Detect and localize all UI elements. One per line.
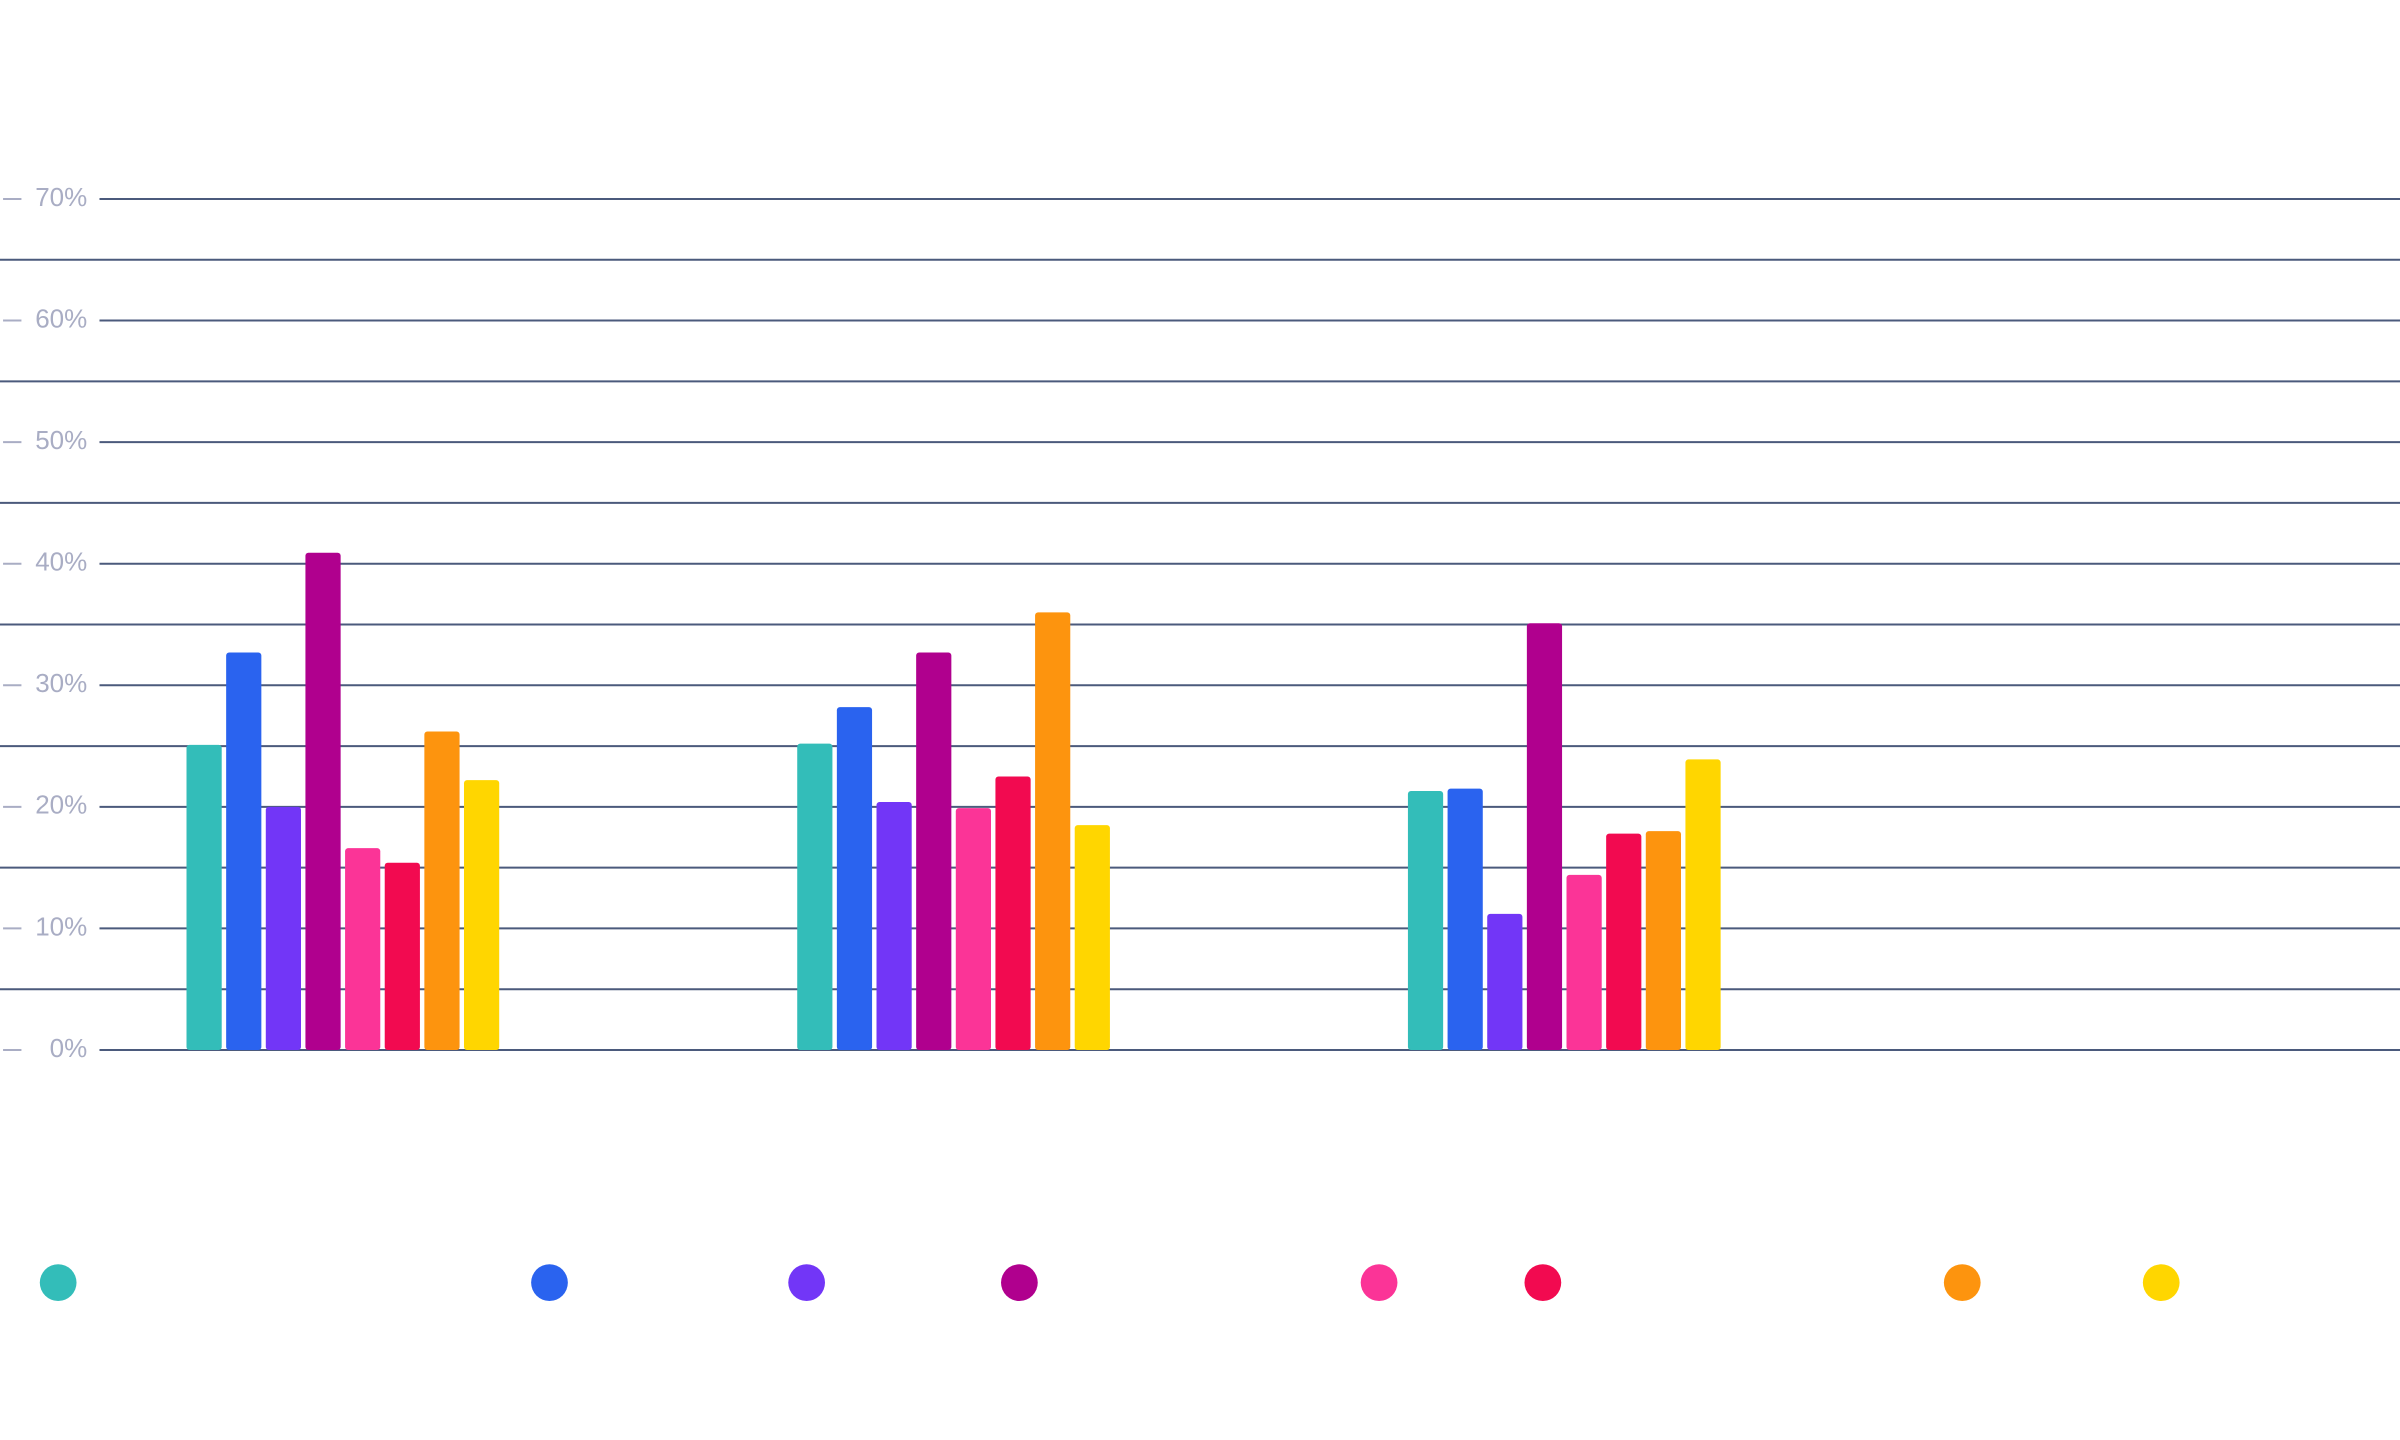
bar: [345, 848, 381, 1050]
bar: [836, 707, 873, 1050]
bar: [1035, 612, 1071, 1050]
y-tick-label: 40%: [35, 547, 87, 577]
bar: [186, 744, 222, 1050]
y-tick-label: 70%: [35, 182, 87, 212]
y-tick-label: 20%: [35, 790, 87, 820]
bar: [916, 652, 952, 1050]
bar: [1074, 825, 1110, 1050]
y-tick-label: 10%: [35, 911, 87, 941]
bar: [1407, 791, 1444, 1050]
bar: [1645, 831, 1681, 1050]
bar: [876, 801, 912, 1050]
bar: [1447, 788, 1483, 1050]
bar: [797, 743, 833, 1050]
bar: [424, 731, 460, 1050]
legend-marker: [1001, 1264, 1038, 1302]
legend-marker: [1524, 1264, 1562, 1302]
bar: [1566, 874, 1602, 1050]
bar: [464, 780, 500, 1050]
y-tick-label: 30%: [35, 668, 87, 698]
bar: [1606, 833, 1642, 1050]
bar: [955, 808, 991, 1050]
bar: [1685, 759, 1721, 1050]
bar: [384, 862, 420, 1050]
legend-marker: [531, 1264, 568, 1302]
legend-marker: [1360, 1264, 1398, 1302]
bar: [1487, 913, 1523, 1050]
y-tick-label: 60%: [35, 303, 87, 333]
legend-marker: [788, 1264, 825, 1302]
bar: [305, 552, 341, 1050]
bar: [995, 776, 1031, 1050]
legend-marker: [39, 1264, 77, 1302]
y-tick-label: 50%: [35, 425, 87, 455]
legend-marker: [1943, 1264, 1981, 1302]
y-tick-label: 0%: [50, 1033, 88, 1063]
bar: [226, 652, 262, 1050]
legend-marker: [2142, 1264, 2180, 1302]
bar: [265, 806, 301, 1050]
bar: [1526, 623, 1563, 1050]
